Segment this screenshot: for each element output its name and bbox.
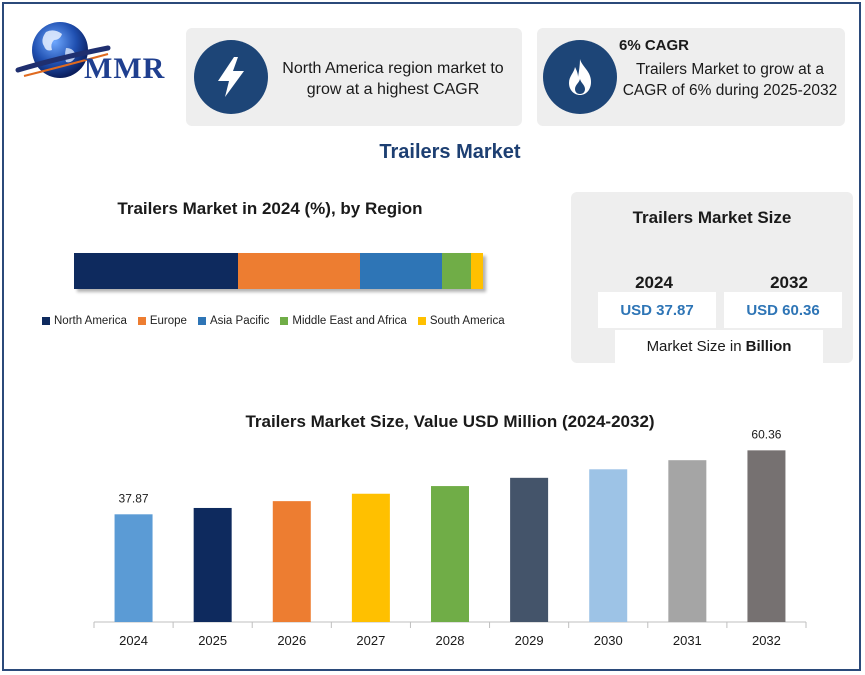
legend-item: Europe xyxy=(137,315,187,327)
bar-2032 xyxy=(747,450,786,622)
lightning-bolt-icon xyxy=(194,40,268,114)
legend-label: Europe xyxy=(149,315,187,327)
bar-2027 xyxy=(351,493,390,622)
logo-text: MMR xyxy=(84,52,166,85)
region-legend: North America Europe Asia Pacific Middle Ea… xyxy=(42,315,516,327)
legend-label: North America xyxy=(54,315,127,327)
highlight-text: Trailers Market to grow at a CAGR of 6% … xyxy=(622,61,838,99)
legend-label: South America xyxy=(429,315,505,327)
legend-swatch xyxy=(280,317,289,325)
legend-swatch xyxy=(137,317,146,325)
bar-2024 xyxy=(114,514,153,622)
stack-segment-middle-east-and-africa xyxy=(442,253,471,289)
market-size-panel: Trailers Market Size 2024 2032 USD 37.87… xyxy=(571,192,853,363)
x-tick-label: 2027 xyxy=(356,633,385,648)
cagr-title: 6% CAGR xyxy=(619,37,690,54)
year-label-end: 2032 xyxy=(770,273,808,292)
highlight-text: North America region market to grow at a… xyxy=(282,60,504,98)
bar-2031 xyxy=(668,460,707,622)
year-label-start: 2024 xyxy=(635,273,673,292)
bar-2028 xyxy=(431,486,469,622)
value-end: USD 60.36 xyxy=(724,292,842,328)
legend-item: South America xyxy=(417,315,505,327)
bar-2030 xyxy=(589,469,628,622)
globe-icon xyxy=(15,22,111,78)
stack-segment-asia-pacific xyxy=(360,253,443,289)
region-chart-title: Trailers Market in 2024 (%), by Region xyxy=(117,199,423,218)
legend-item: Middle East and Africa xyxy=(280,315,407,327)
unit-prefix: Market Size in xyxy=(646,338,742,355)
flame-icon xyxy=(543,40,617,114)
legend-item: Asia Pacific xyxy=(197,315,270,327)
bar-2025 xyxy=(193,507,232,622)
legend-label: Middle East and Africa xyxy=(292,315,407,327)
highlight-card-cagr: 6% CAGR Trailers Market to grow at a CAG… xyxy=(537,28,845,126)
x-tick-label: 2029 xyxy=(515,633,544,648)
value-start: USD 37.87 xyxy=(598,292,716,328)
legend-swatch xyxy=(417,317,426,325)
region-stacked-bar xyxy=(74,253,483,289)
unit-value: Billion xyxy=(745,338,792,355)
legend-swatch xyxy=(197,317,206,325)
bar-2029 xyxy=(510,477,549,622)
legend-item: North America xyxy=(42,315,127,327)
market-size-title: Trailers Market Size xyxy=(632,208,792,227)
data-label: 37.87 xyxy=(119,491,149,505)
legend-label: Asia Pacific xyxy=(209,315,270,327)
stack-segment-europe xyxy=(237,253,361,289)
x-tick-label: 2025 xyxy=(198,633,227,648)
x-tick-label: 2028 xyxy=(436,633,465,648)
legend-swatch xyxy=(42,317,50,325)
x-tick-label: 2030 xyxy=(594,633,623,648)
market-size-unit: Market Size in Billion xyxy=(615,330,823,363)
highlight-card-region: North America region market to grow at a… xyxy=(186,28,522,126)
x-tick-label: 2032 xyxy=(752,633,781,648)
stack-segment-north-america xyxy=(74,253,238,289)
page-title: Trailers Market xyxy=(379,141,521,163)
stack-segment-south-america xyxy=(470,253,483,289)
x-tick-label: 2031 xyxy=(673,633,702,648)
bar-2026 xyxy=(272,501,311,622)
data-label: 60.36 xyxy=(751,427,781,441)
x-tick-label: 2024 xyxy=(119,633,148,648)
x-tick-label: 2026 xyxy=(277,633,306,648)
mmr-logo: MMR xyxy=(14,18,179,90)
bar-chart-title: Trailers Market Size, Value USD Million … xyxy=(245,412,655,431)
